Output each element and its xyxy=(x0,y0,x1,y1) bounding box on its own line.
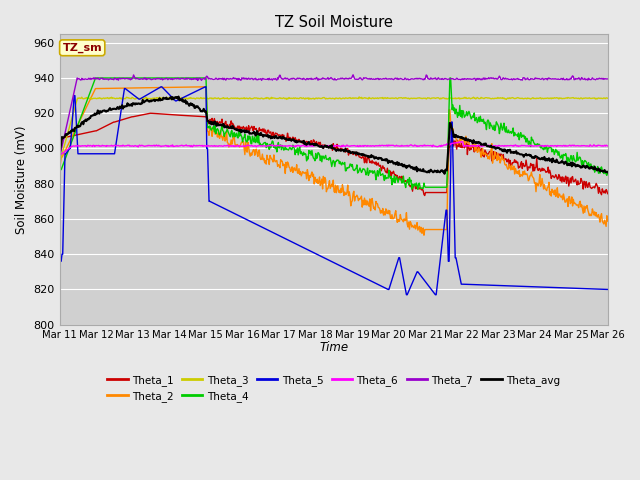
Theta_2 xyxy=(178,84,186,90)
Theta_3 xyxy=(123,95,131,100)
Theta_3 xyxy=(401,96,409,101)
Theta_6 xyxy=(207,143,214,148)
Theta_5 xyxy=(418,274,426,280)
Theta_3 xyxy=(417,95,425,101)
Theta_1 xyxy=(401,177,409,182)
Theta_5 xyxy=(157,84,165,90)
Line: Theta_2: Theta_2 xyxy=(60,87,607,233)
Theta_6 xyxy=(459,139,467,144)
Line: Theta_3: Theta_3 xyxy=(60,97,607,163)
Theta_1 xyxy=(66,133,74,139)
Theta_7 xyxy=(178,76,186,82)
Theta_4 xyxy=(123,75,131,81)
Theta_7 xyxy=(66,109,74,115)
Theta_6 xyxy=(66,145,74,151)
Theta_avg xyxy=(207,118,215,124)
Theta_2 xyxy=(604,220,611,226)
Theta_7 xyxy=(207,76,214,82)
Theta_1 xyxy=(598,194,606,200)
X-axis label: Time: Time xyxy=(319,341,348,354)
Line: Theta_1: Theta_1 xyxy=(60,113,607,197)
Theta_5 xyxy=(401,284,409,289)
Theta_6 xyxy=(122,144,130,149)
Theta_2 xyxy=(122,85,130,91)
Theta_4 xyxy=(56,168,63,174)
Line: Theta_5: Theta_5 xyxy=(60,87,607,295)
Y-axis label: Soil Moisture (mV): Soil Moisture (mV) xyxy=(15,125,28,234)
Theta_avg xyxy=(56,152,63,157)
Theta_4 xyxy=(604,173,611,179)
Theta_2 xyxy=(401,219,409,225)
Theta_2 xyxy=(56,167,63,172)
Theta_6 xyxy=(604,144,611,149)
Theta_avg xyxy=(179,97,186,103)
Theta_5 xyxy=(403,292,410,298)
Theta_1 xyxy=(147,110,154,116)
Theta_4 xyxy=(207,120,215,126)
Line: Theta_4: Theta_4 xyxy=(60,78,607,191)
Theta_4 xyxy=(92,75,99,81)
Theta_7 xyxy=(122,75,130,81)
Line: Theta_7: Theta_7 xyxy=(60,74,607,157)
Theta_1 xyxy=(179,112,186,118)
Theta_3 xyxy=(207,96,215,101)
Theta_1 xyxy=(604,188,611,194)
Theta_1 xyxy=(122,116,130,121)
Legend: Theta_1, Theta_2, Theta_3, Theta_4, Theta_5, Theta_6, Theta_7, Theta_avg: Theta_1, Theta_2, Theta_3, Theta_4, Thet… xyxy=(102,371,564,406)
Theta_2 xyxy=(207,129,215,134)
Line: Theta_avg: Theta_avg xyxy=(60,96,607,173)
Theta_avg xyxy=(604,168,611,174)
Theta_3 xyxy=(66,124,74,130)
Theta_1 xyxy=(207,122,215,128)
Theta_1 xyxy=(56,151,63,156)
Theta_3 xyxy=(604,96,611,101)
Theta_7 xyxy=(400,77,408,83)
Theta_2 xyxy=(417,220,425,226)
Theta_7 xyxy=(416,74,424,80)
Theta_5 xyxy=(604,287,611,292)
Theta_5 xyxy=(122,86,130,92)
Theta_3 xyxy=(99,94,106,100)
Theta_6 xyxy=(56,153,63,158)
Theta_5 xyxy=(66,145,74,151)
Theta_7 xyxy=(604,74,611,80)
Theta_avg xyxy=(122,103,130,109)
Theta_2 xyxy=(66,139,74,144)
Title: TZ Soil Moisture: TZ Soil Moisture xyxy=(275,15,392,30)
Line: Theta_6: Theta_6 xyxy=(60,142,607,156)
Theta_avg xyxy=(417,168,425,174)
Theta_4 xyxy=(418,185,426,191)
Theta_1 xyxy=(417,187,425,193)
Theta_3 xyxy=(56,160,63,166)
Theta_avg xyxy=(66,129,74,135)
Theta_6 xyxy=(178,143,186,149)
Theta_4 xyxy=(66,144,74,150)
Theta_4 xyxy=(401,181,409,187)
Theta_avg xyxy=(401,164,409,169)
Theta_5 xyxy=(56,260,63,266)
Theta_3 xyxy=(179,96,186,101)
Theta_6 xyxy=(400,143,408,149)
Theta_5 xyxy=(207,199,215,205)
Theta_avg xyxy=(421,170,429,176)
Text: TZ_sm: TZ_sm xyxy=(63,43,102,53)
Theta_avg xyxy=(170,93,178,99)
Theta_7 xyxy=(422,71,430,77)
Theta_4 xyxy=(415,188,422,194)
Theta_5 xyxy=(179,95,186,101)
Theta_7 xyxy=(56,155,63,160)
Theta_2 xyxy=(202,84,209,90)
Theta_6 xyxy=(416,144,424,149)
Theta_4 xyxy=(179,75,186,81)
Theta_2 xyxy=(421,230,429,236)
